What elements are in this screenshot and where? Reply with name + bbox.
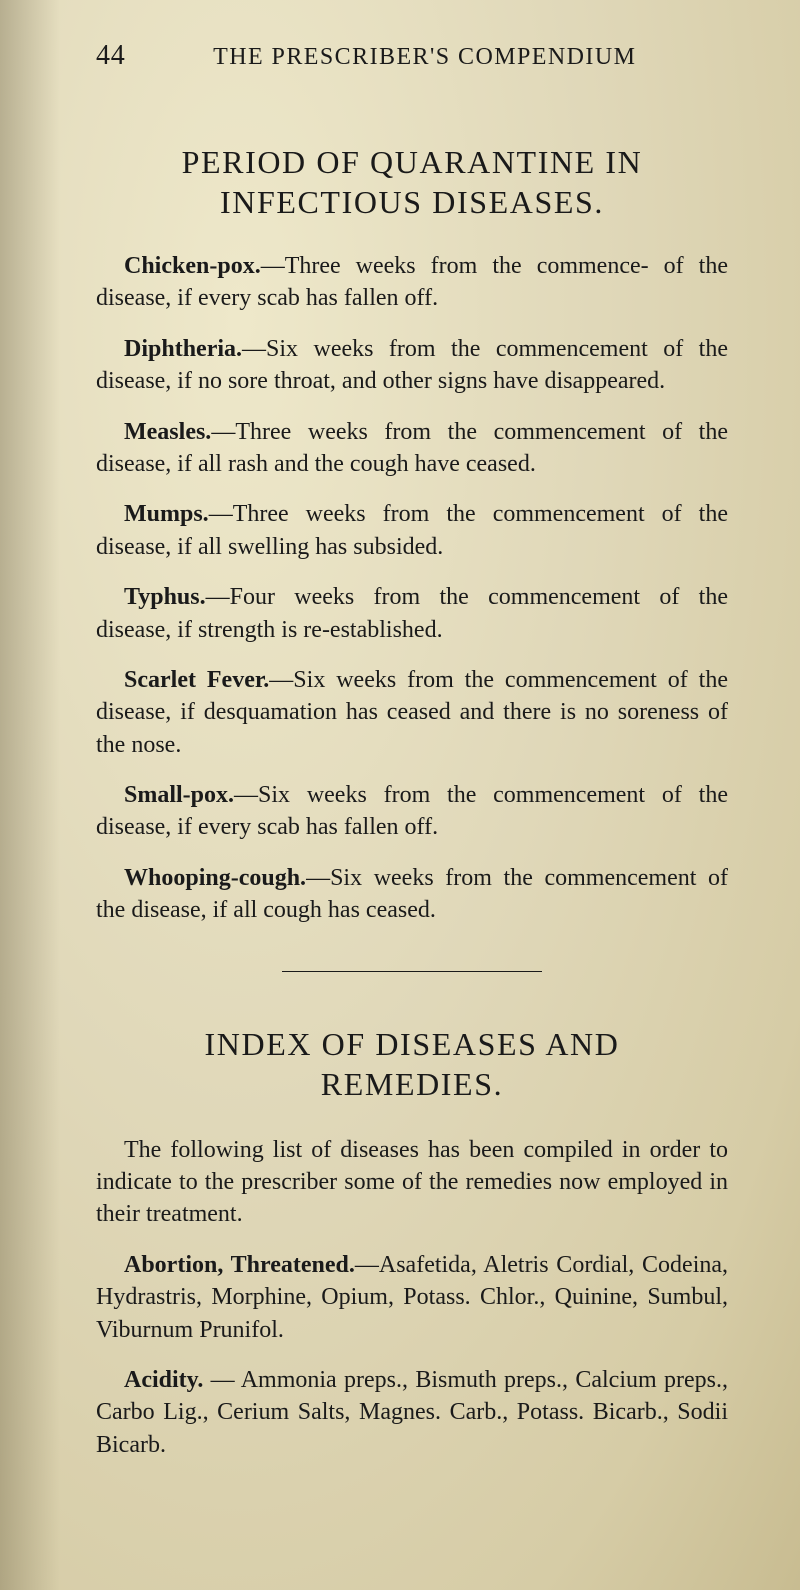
section-title-quarantine: PERIOD OF QUARANTINE IN INFECTIOUS DISEA… (96, 142, 728, 222)
divider-rule (282, 971, 542, 972)
entry: Diphtheria.—Six weeks from the commencem… (96, 333, 728, 398)
entry: Small-pox.—Six weeks from the commenceme… (96, 779, 728, 844)
title-line: INFECTIOUS DISEASES. (220, 184, 604, 220)
entry-term: Small-pox. (124, 782, 234, 808)
entry-term: Chicken-pox. (124, 253, 261, 279)
entry-term: Mumps. (124, 501, 209, 527)
entry: Scarlet Fever.—Six weeks from the commen… (96, 664, 728, 761)
entry: Mumps.—Three weeks from the commencement… (96, 498, 728, 563)
page-number: 44 (96, 40, 126, 72)
index-entries: Abortion, Threatened.—Asafetida, Aletris… (96, 1249, 728, 1461)
entry: Acidity. — Ammonia preps., Bismuth preps… (96, 1364, 728, 1461)
entry: Chicken-pox.—Three weeks from the commen… (96, 250, 728, 315)
title-line: INDEX OF DISEASES AND (205, 1026, 620, 1062)
entry-term: Scarlet Fever. (124, 667, 269, 693)
section-title-index: INDEX OF DISEASES AND REMEDIES. (96, 1024, 728, 1104)
entry: Measles.—Three weeks from the commenceme… (96, 416, 728, 481)
running-header: 44 THE PRESCRIBER'S COMPENDIUM (96, 40, 728, 72)
entry-term: Whooping-cough. (124, 865, 306, 891)
entry: Abortion, Threatened.—Asafetida, Aletris… (96, 1249, 728, 1346)
entry: Typhus.—Four weeks from the commencement… (96, 581, 728, 646)
entry-term: Typhus. (124, 584, 206, 610)
title-line: REMEDIES. (321, 1066, 503, 1102)
quarantine-entries: Chicken-pox.—Three weeks from the commen… (96, 250, 728, 927)
page: 44 THE PRESCRIBER'S COMPENDIUM PERIOD OF… (0, 0, 800, 1590)
index-section: INDEX OF DISEASES AND REMEDIES. The foll… (96, 1024, 728, 1462)
index-intro: The following list of diseases has been … (96, 1134, 728, 1231)
entry-term: Measles. (124, 419, 211, 445)
entry: Whooping-cough.—Six weeks from the comme… (96, 862, 728, 927)
entry-term: Abortion, Threatened. (124, 1252, 355, 1278)
running-header-title: THE PRESCRIBER'S COMPENDIUM (150, 44, 728, 71)
entry-term: Diphtheria. (124, 336, 242, 362)
entry-term: Acidity. (124, 1367, 203, 1393)
title-line: PERIOD OF QUARANTINE IN (182, 144, 643, 180)
intro-text: The following list of diseases has been … (96, 1134, 728, 1231)
